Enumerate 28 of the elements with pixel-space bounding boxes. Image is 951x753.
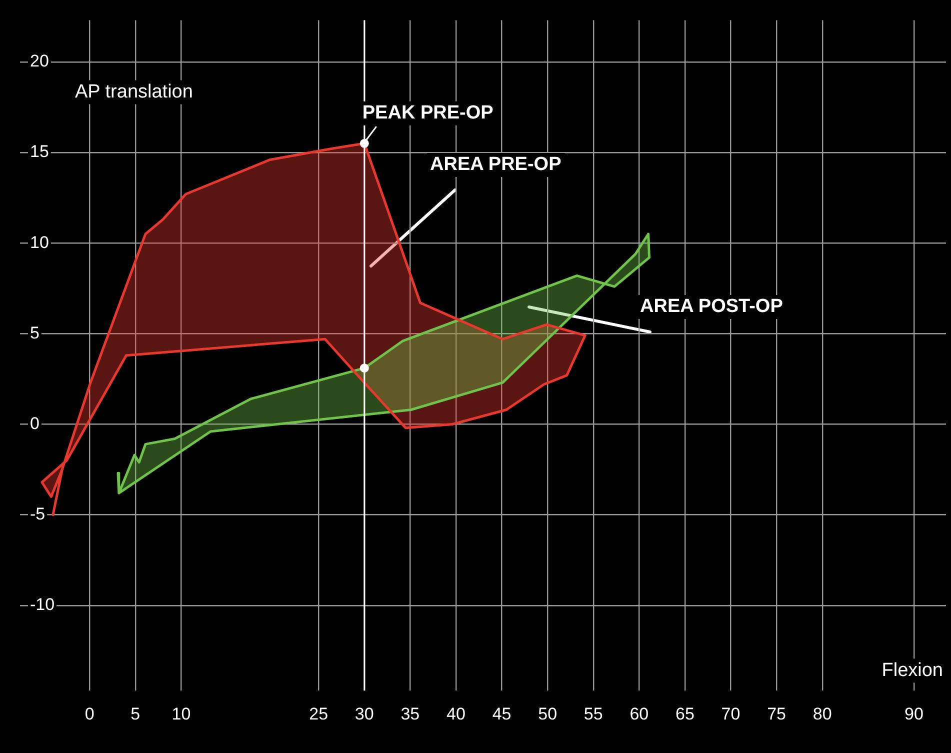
x-tick-label: 65	[676, 704, 694, 724]
x-tick-label: 55	[584, 704, 603, 724]
x-tick-label: 45	[492, 704, 512, 724]
y-tick-label: 10	[30, 232, 49, 252]
y-tick-label: -10	[30, 595, 55, 614]
x-tick-label: 75	[767, 704, 786, 724]
y-tick-label: -5	[30, 504, 46, 524]
x-tick-label: 70	[721, 704, 740, 724]
x-tick-label: 50	[538, 704, 558, 724]
x-axis-title: Flexion	[882, 660, 943, 681]
annotation: AREA PRE-OP	[430, 154, 562, 176]
x-tick-label: 30	[354, 704, 374, 724]
x-tick-label: 40	[446, 704, 466, 724]
x-tick-label: 25	[309, 704, 328, 724]
y-tick-label: 5	[30, 323, 40, 342]
annotation: PEAK PRE-OP	[362, 102, 494, 124]
x-tick-label: 60	[630, 704, 649, 724]
x-tick-label: 10	[172, 704, 191, 724]
x-tick-label: 5	[130, 704, 140, 724]
y-tick-label: 15	[30, 142, 49, 162]
x-tick-label: 80	[812, 704, 832, 724]
annotation: AREA POST-OP	[640, 296, 784, 318]
x-tick-label: 0	[84, 704, 94, 724]
y-tick-label: 0	[30, 414, 40, 433]
x-tick-label: 90	[904, 704, 924, 724]
y-tick-label: 20	[30, 52, 49, 71]
x-tick-label: 35	[400, 704, 420, 724]
y-axis-title: AP translation	[75, 81, 193, 102]
